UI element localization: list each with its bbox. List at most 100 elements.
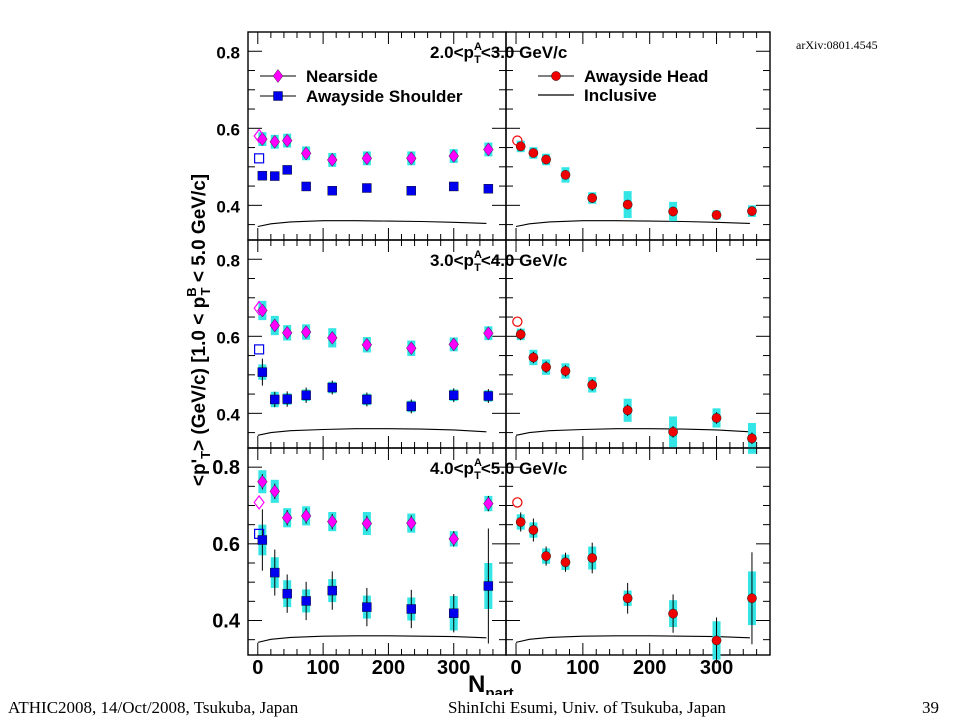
x-tick-label: 300 xyxy=(437,657,470,679)
x-tick-label: 200 xyxy=(372,657,405,679)
data-point xyxy=(301,596,311,606)
data-point xyxy=(541,154,551,165)
data-point xyxy=(515,517,526,527)
panel-1-right xyxy=(505,31,771,241)
panel-1-label: 2.0<pA T<3.0 GeV/c xyxy=(430,41,567,66)
data-point xyxy=(587,193,598,203)
data-point xyxy=(449,390,459,400)
legend-label: Inclusive xyxy=(584,86,657,105)
panel-2-left: 0.4 0.6 0.8 xyxy=(216,239,507,449)
data-point xyxy=(257,367,268,377)
open-data-point xyxy=(512,497,523,508)
data-point xyxy=(406,341,417,356)
data-point xyxy=(257,474,268,489)
data-point xyxy=(327,585,337,596)
data-point xyxy=(449,181,459,192)
data-point xyxy=(301,146,312,161)
data-point xyxy=(560,170,571,180)
legend-inclusive: Inclusive xyxy=(538,86,657,105)
panel-frame xyxy=(505,447,771,656)
panel-frame xyxy=(247,239,507,449)
data-point xyxy=(668,608,678,619)
y-tick-label: 0.8 xyxy=(212,457,240,479)
series-awayside-head xyxy=(512,316,757,454)
open-data-point xyxy=(253,494,265,510)
data-point xyxy=(515,329,526,340)
data-point xyxy=(257,535,268,545)
legend-awayside-head: Awayside Head xyxy=(538,67,708,86)
x-tick-label: 100 xyxy=(566,657,599,679)
data-point xyxy=(541,551,551,561)
data-point xyxy=(406,401,416,412)
data-point xyxy=(483,184,494,194)
panel-frame xyxy=(505,31,771,241)
data-point xyxy=(282,510,293,525)
data-point xyxy=(301,325,312,339)
y-tick-label: 0.4 xyxy=(216,405,240,424)
y-tick-label: 0.4 xyxy=(212,611,241,633)
data-point xyxy=(269,484,280,499)
legend-awayside-shoulder: Awayside Shoulder xyxy=(260,87,463,106)
legend-label: Awayside Head xyxy=(584,67,708,86)
open-data-point xyxy=(254,344,265,355)
arxiv-reference: arXiv:0801.4545 xyxy=(796,38,878,52)
data-point xyxy=(301,509,312,523)
inclusive-curve xyxy=(257,220,487,228)
inclusive-curve xyxy=(515,428,750,436)
data-point xyxy=(483,326,494,341)
x-tick-label: 200 xyxy=(633,657,666,679)
data-point xyxy=(449,608,459,618)
data-point xyxy=(528,525,539,535)
open-data-point xyxy=(254,528,265,539)
y-tick-label: 0.8 xyxy=(216,251,240,270)
x-tick-label: 0 xyxy=(510,657,521,679)
inclusive-curve xyxy=(515,635,750,643)
panel-3-right xyxy=(505,447,771,664)
series-awayside-head xyxy=(512,135,757,222)
data-point xyxy=(622,199,633,210)
data-point xyxy=(282,133,293,148)
y-tick-label: 0.8 xyxy=(216,43,240,62)
open-data-point xyxy=(512,316,523,327)
data-point xyxy=(483,391,494,401)
y-tick-label: 0.6 xyxy=(212,534,240,556)
data-point xyxy=(483,496,494,511)
panel-frame xyxy=(505,239,771,449)
data-point xyxy=(282,394,292,404)
data-point xyxy=(269,134,280,149)
x-tick-label: 0 xyxy=(252,657,263,679)
open-data-point xyxy=(253,128,265,144)
data-point xyxy=(587,553,598,563)
y-tick-label: 0.6 xyxy=(216,328,240,347)
data-point xyxy=(668,206,678,217)
open-data-point xyxy=(254,153,265,164)
panel-2-right xyxy=(505,239,771,454)
data-point xyxy=(301,181,311,192)
y-tick-label: 0.6 xyxy=(216,120,240,139)
data-point xyxy=(282,588,292,599)
panel-3-left: 0.4 0.6 0.8 xyxy=(212,447,507,656)
data-point xyxy=(361,516,373,531)
panel-1-left: 0.4 0.6 0.8 xyxy=(216,31,507,241)
y-axis-label: <p'T> (GeV/c) [1.0 < pBT < 5.0 GeV/c] xyxy=(184,174,213,486)
data-point xyxy=(528,148,539,158)
panel-3-label: 4.0<pA T<5.0 GeV/c xyxy=(430,457,567,482)
legend-marker xyxy=(273,91,283,101)
x-tick-label: 300 xyxy=(700,657,733,679)
series-awayside-shoulder xyxy=(254,344,494,414)
y-tick-label: 0.4 xyxy=(216,197,240,216)
x-tick-label: 100 xyxy=(306,657,339,679)
data-point xyxy=(406,151,417,166)
figure: 0.4 0.6 0.8 0.4 0.6 0.8 0.4 0.6 0.8 2.0<pA T<3.0 … xyxy=(184,31,771,695)
data-point xyxy=(448,532,459,546)
panel-frame xyxy=(247,447,507,656)
data-point xyxy=(282,165,292,175)
data-point xyxy=(711,635,722,646)
data-point xyxy=(483,581,494,591)
data-point xyxy=(257,170,268,181)
data-point xyxy=(747,593,757,604)
data-point xyxy=(362,602,372,612)
series-nearside xyxy=(253,470,494,547)
data-point xyxy=(406,604,416,614)
data-point xyxy=(327,514,338,529)
